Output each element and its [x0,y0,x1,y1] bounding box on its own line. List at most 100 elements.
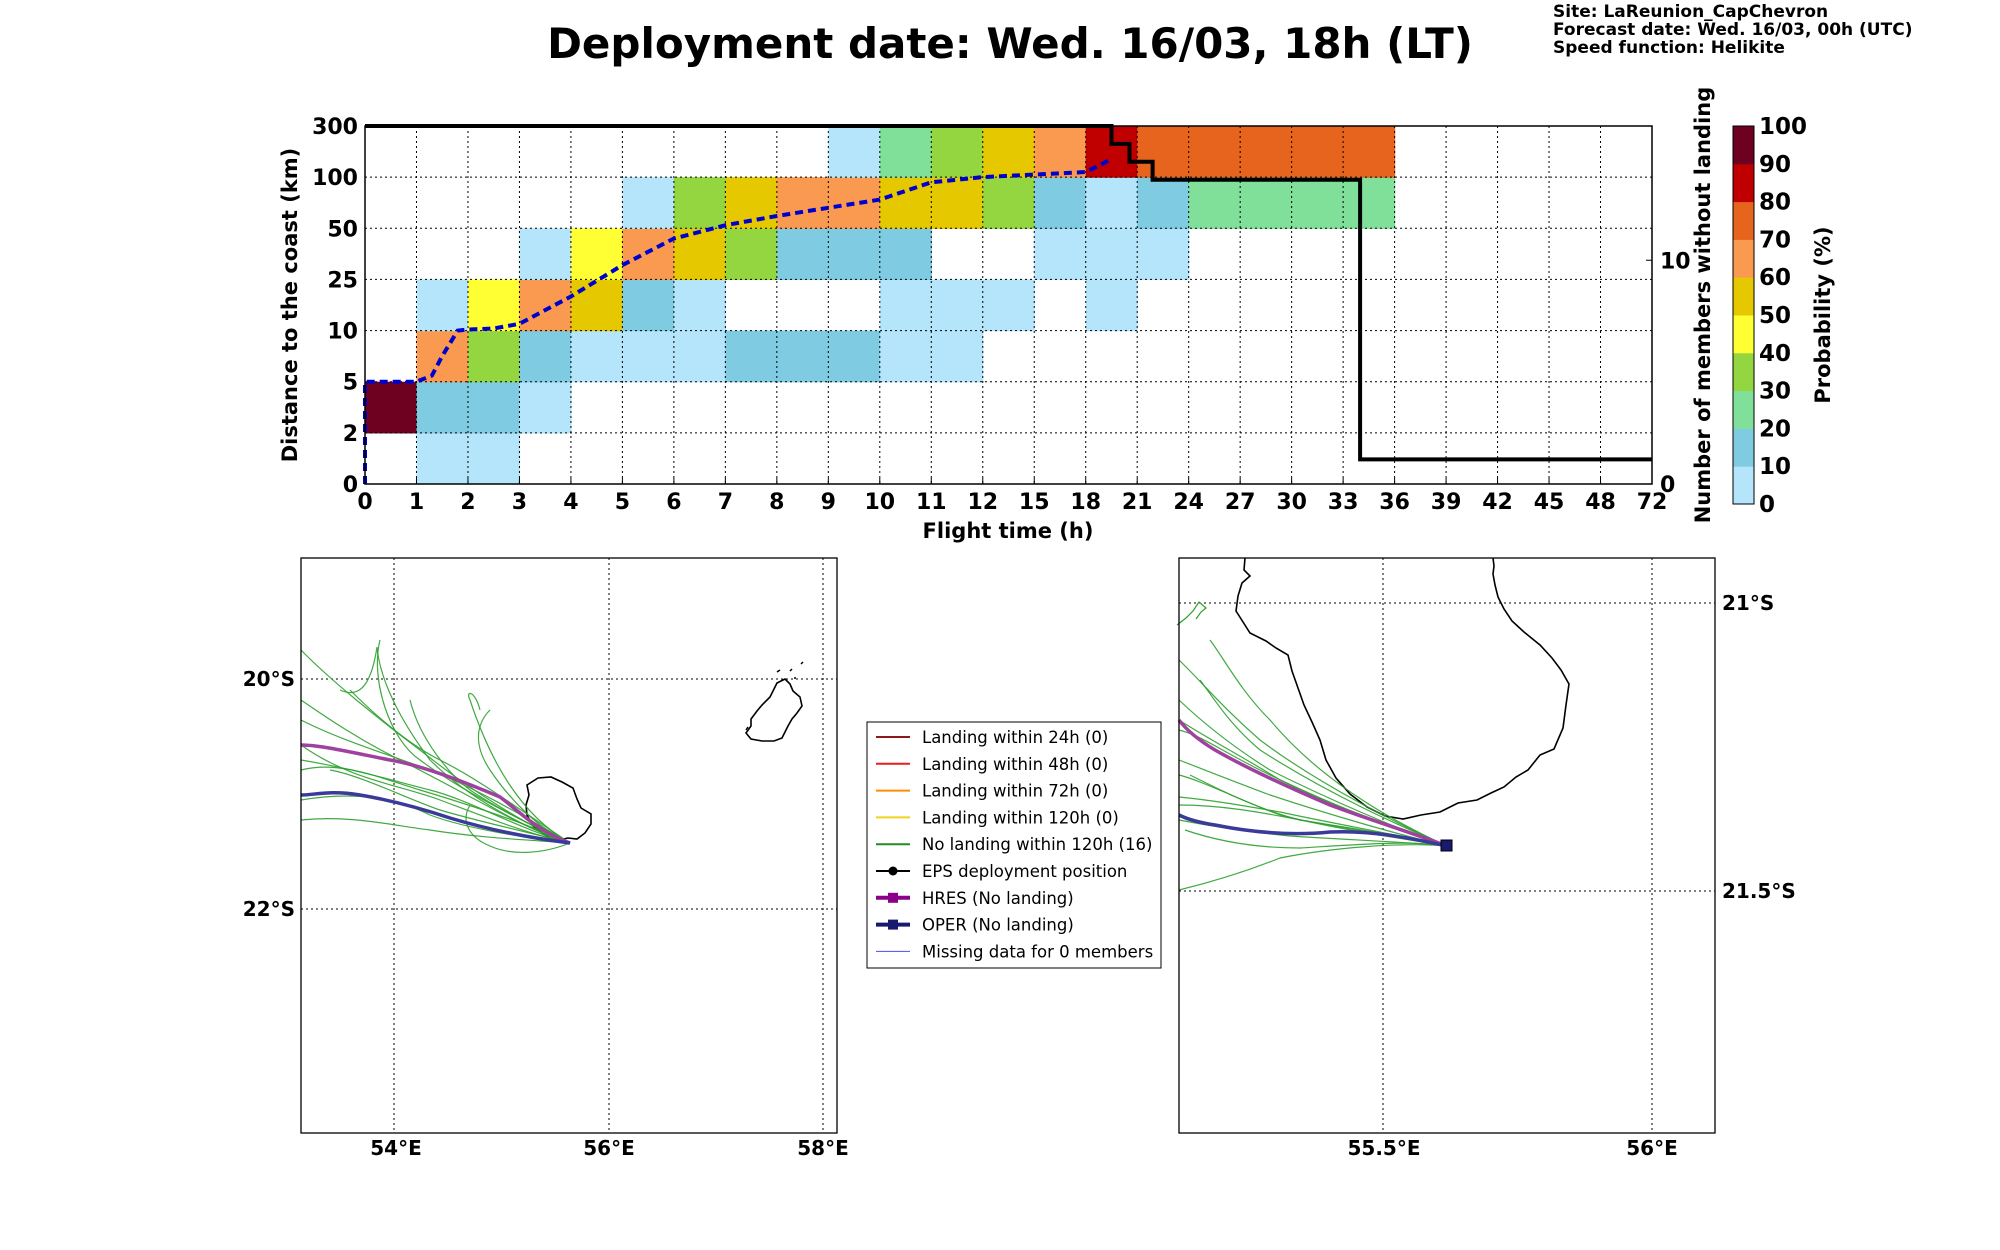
heatmap-cell [1034,228,1087,281]
legend-label: No landing within 120h (16) [922,835,1152,854]
x-tick-label: 9 [821,490,836,515]
legend-label: OPER (No landing) [922,916,1074,935]
zoom-map: 55.5°E 56°E 21°S 21.5°S [1176,557,1796,1160]
colorbar-swatch [1733,390,1754,429]
heatmap-cell [776,330,829,383]
x-tick-label: 3 [512,490,527,515]
heatmap-cell [1343,126,1396,178]
heatmap-cells [365,126,1396,485]
x-tick-label: 6 [666,490,681,515]
heatmap-cell [622,279,675,332]
heatmap-cell [879,279,932,332]
heatmap-cell [1137,177,1190,229]
heatmap-cell [931,279,984,332]
zoom-ensemble-trajectories [1178,639,1448,891]
oper-trajectory-zoom [1178,813,1448,848]
overview-lat-tick-1: 22°S [243,897,295,921]
x-tick-label: 24 [1173,490,1204,515]
heatmap-cell [1240,177,1293,229]
y-tick-label: 2 [343,422,358,447]
heatmap-cell [931,330,984,383]
forecast-label: Forecast date: Wed. 16/03, 00h (UTC) [1553,20,1912,40]
x-tick-label: 15 [1019,490,1050,515]
distance-heatmap: 0 1 2 3 4 5 6 7 8 9 10 11 12 15 18 21 24 27 30 33 36 39 42 45 48… [278,87,1715,543]
y-axis-label: Distance to the coast (km) [278,148,302,463]
heatmap-cell [622,177,675,229]
heatmap-cell [365,381,418,434]
heatmap-cell [879,126,932,178]
heatmap-cell [1085,228,1138,281]
y-tick-label: 5 [343,371,358,396]
heatmap-frame [364,125,1653,485]
legend-frame [866,721,1162,969]
colorbar: 0 10 20 30 40 50 60 70 80 90 100 Probability (%) [1732,114,1835,518]
figure-title: Deployment date: Wed. 16/03, 18h (LT) [547,19,1473,68]
overview-map: 54°E 56°E 58°E 20°S 22°S [243,557,849,1160]
x-tick-label: 30 [1276,490,1307,515]
colorbar-tick-label: 40 [1759,341,1791,367]
heatmap-cell [1291,177,1344,229]
zoom-map-grid [1179,558,1715,1133]
heatmap-cell [982,177,1035,229]
y-tick-label: 0 [343,473,358,498]
colorbar-swatch [1733,239,1754,278]
x-tick-label: 21 [1122,490,1153,515]
islet-marks [745,661,804,731]
x-tick-label: 11 [916,490,947,515]
x-tick-label: 1 [409,490,424,515]
heatmap-cell [416,279,469,332]
x-tick-label: 33 [1328,490,1359,515]
legend-label: EPS deployment position [922,862,1127,881]
mauritius-island [744,678,803,742]
zoom-map-frame [1178,557,1716,1134]
x-tick-label: 18 [1070,490,1101,515]
hres-trajectory-zoom [1177,718,1448,848]
heatmap-cell [931,177,984,229]
legend-marker [888,866,898,876]
heatmap-cell [1085,279,1138,332]
x-tick-label: 48 [1585,490,1616,515]
heatmap-cell [467,330,521,383]
heatmap-cell [828,177,881,229]
colorbar-tick-label: 70 [1759,227,1791,253]
x-tick-label: 39 [1431,490,1462,515]
y-tick-label: 300 [312,115,358,140]
x-tick-label: 5 [615,490,630,515]
x-tick-label: 4 [563,490,578,515]
colorbar-tick-labels: 0 10 20 30 40 50 60 70 80 90 100 [1759,114,1807,518]
heatmap-cell [519,330,572,383]
legend-marker [888,919,898,930]
colorbar-swatch [1733,277,1754,316]
heatmap-cell [982,126,1035,178]
reunion-island-overview [525,776,592,841]
x-tick-label: 8 [769,490,784,515]
x-tick-label: 10 [864,490,895,515]
median-distance-line [363,157,1113,484]
y2-tick-labels: 0 10 [1646,249,1691,498]
legend-label: Landing within 48h (0) [922,755,1108,774]
colorbar-swatch [1733,315,1754,354]
colorbar-tick-label: 100 [1759,114,1807,140]
legend-label: Missing data for 0 members [922,942,1153,961]
members-without-landing-line [365,124,1652,462]
heatmap-cell [622,330,675,383]
heatmap-cell [519,279,572,332]
heatmap-cell [1188,177,1241,229]
zoom-lat-tick-0: 21°S [1722,591,1774,615]
heatmap-cell [673,330,726,383]
heatmap-cell [416,381,469,434]
heatmap-cell [931,126,984,178]
heatmap-cell [570,279,623,332]
overview-map-grid [301,558,837,1133]
colorbar-swatch [1733,163,1754,203]
heatmap-cell [725,330,778,383]
y-tick-label: 100 [312,166,358,191]
heatmap-cell [776,177,829,229]
overview-lon-tick-1: 56°E [583,1136,635,1160]
hres-trajectory-overview [300,743,571,845]
colorbar-tick-label: 10 [1759,454,1791,480]
heatmap-cell [1291,126,1344,178]
oper-trajectory-overview [300,791,571,845]
heatmap-series [363,124,1652,484]
heatmap-cell [570,330,623,383]
